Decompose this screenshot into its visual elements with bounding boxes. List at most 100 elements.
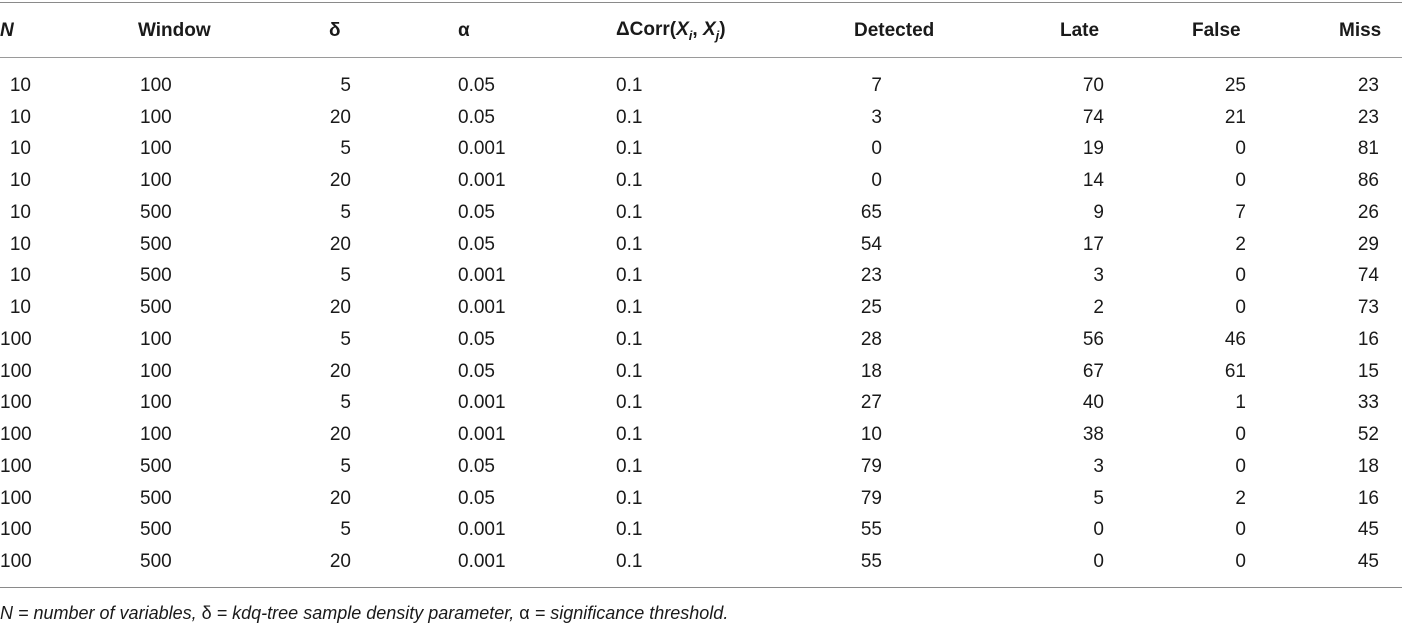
cell-detected: 3 [871, 106, 882, 128]
header-alpha: α [458, 19, 470, 41]
table-row: 100 500 5 0.001 0.1 55 0 0 45 [0, 515, 1402, 547]
cell-n: 100 [0, 519, 32, 541]
cell-delta-corr: 0.1 [616, 201, 643, 223]
cell-miss: 81 [1357, 138, 1379, 160]
cell-detected: 55 [860, 551, 882, 573]
cell-delta: 5 [340, 74, 351, 96]
table-row: 10 100 5 0.05 0.1 7 70 25 23 [0, 70, 1402, 102]
cell-window: 500 [140, 519, 172, 541]
table-row: 10 500 5 0.05 0.1 65 9 7 26 [0, 197, 1402, 229]
cell-false: 0 [1235, 138, 1246, 160]
cell-n: 100 [0, 392, 32, 414]
header-delta-corr: ΔCorr(Xi, Xj) [616, 18, 726, 43]
header-miss: Miss [1339, 19, 1382, 41]
cell-delta: 20 [329, 424, 351, 446]
cell-window: 100 [140, 74, 172, 96]
cell-late: 5 [1093, 487, 1104, 509]
cell-n: 10 [9, 138, 31, 160]
cell-miss: 73 [1357, 297, 1379, 319]
cell-detected: 79 [860, 487, 882, 509]
cell-delta-corr: 0.1 [616, 519, 643, 541]
cell-delta: 20 [329, 360, 351, 382]
cell-delta: 5 [340, 455, 351, 477]
cell-alpha: 0.001 [458, 138, 506, 160]
cell-detected: 0 [871, 170, 882, 192]
cell-alpha: 0.05 [458, 233, 495, 255]
cell-window: 100 [140, 392, 172, 414]
cell-n: 10 [9, 265, 31, 287]
cell-late: 67 [1082, 360, 1104, 382]
cell-delta: 20 [329, 551, 351, 573]
cell-delta-corr: 0.1 [616, 233, 643, 255]
cell-window: 100 [140, 138, 172, 160]
cell-window: 100 [140, 328, 172, 350]
cell-miss: 45 [1357, 519, 1379, 541]
header-n: N [0, 19, 14, 41]
cell-miss: 33 [1357, 392, 1379, 414]
cell-late: 70 [1082, 74, 1104, 96]
cell-alpha: 0.001 [458, 551, 506, 573]
cell-delta: 5 [340, 265, 351, 287]
cell-delta: 20 [329, 106, 351, 128]
cell-window: 500 [140, 551, 172, 573]
cell-delta: 5 [340, 138, 351, 160]
cell-delta: 20 [329, 233, 351, 255]
table-top-rule [0, 2, 1402, 3]
cell-miss: 86 [1357, 170, 1379, 192]
cell-delta-corr: 0.1 [616, 392, 643, 414]
cell-alpha: 0.001 [458, 519, 506, 541]
footnote-n-definition: = number of variables, [13, 603, 202, 623]
cell-miss: 29 [1357, 233, 1379, 255]
cell-alpha: 0.05 [458, 455, 495, 477]
cell-window: 500 [140, 233, 172, 255]
cell-n: 100 [0, 455, 32, 477]
cell-delta: 20 [329, 170, 351, 192]
cell-delta: 20 [329, 297, 351, 319]
cell-alpha: 0.05 [458, 360, 495, 382]
cell-alpha: 0.001 [458, 170, 506, 192]
cell-late: 9 [1093, 201, 1104, 223]
table-bottom-rule [0, 587, 1402, 588]
results-table: N Window δ α ΔCorr(Xi, Xj) Detected Late… [0, 0, 1402, 578]
table-row: 100 100 5 0.05 0.1 28 56 46 16 [0, 324, 1402, 356]
cell-window: 100 [140, 106, 172, 128]
cell-detected: 25 [860, 297, 882, 319]
cell-window: 500 [140, 265, 172, 287]
table-row: 10 100 5 0.001 0.1 0 19 0 81 [0, 134, 1402, 166]
cell-alpha: 0.05 [458, 328, 495, 350]
cell-false: 61 [1224, 360, 1246, 382]
cell-detected: 79 [860, 455, 882, 477]
cell-delta: 5 [340, 201, 351, 223]
cell-delta: 5 [340, 519, 351, 541]
cell-n: 100 [0, 487, 32, 509]
footnote-alpha-symbol: α [519, 603, 530, 623]
cell-false: 0 [1235, 170, 1246, 192]
table-row: 10 500 20 0.001 0.1 25 2 0 73 [0, 292, 1402, 324]
cell-false: 0 [1235, 297, 1246, 319]
cell-detected: 28 [860, 328, 882, 350]
cell-window: 500 [140, 201, 172, 223]
cell-alpha: 0.001 [458, 392, 506, 414]
footnote-delta-definition: = kdq-tree sample density parameter, [211, 603, 520, 623]
cell-alpha: 0.001 [458, 265, 506, 287]
cell-alpha: 0.05 [458, 487, 495, 509]
cell-false: 21 [1224, 106, 1246, 128]
cell-n: 100 [0, 551, 32, 573]
cell-delta-corr: 0.1 [616, 106, 643, 128]
cell-n: 100 [0, 328, 32, 350]
cell-delta: 5 [340, 392, 351, 414]
cell-false: 1 [1235, 392, 1246, 414]
cell-miss: 26 [1357, 201, 1379, 223]
cell-alpha: 0.05 [458, 201, 495, 223]
cell-detected: 54 [860, 233, 882, 255]
table-row: 10 500 20 0.05 0.1 54 17 2 29 [0, 229, 1402, 261]
header-row: N Window δ α ΔCorr(Xi, Xj) Detected Late… [0, 0, 1402, 58]
cell-delta-corr: 0.1 [616, 551, 643, 573]
cell-false: 0 [1235, 265, 1246, 287]
table-body: 10 100 5 0.05 0.1 7 70 25 23 10 100 20 0.05 0.1 3 74 21 2… [0, 58, 1402, 578]
cell-false: 0 [1235, 519, 1246, 541]
header-late: Late [1060, 19, 1100, 41]
cell-late: 0 [1093, 551, 1104, 573]
cell-delta-corr: 0.1 [616, 265, 643, 287]
cell-miss: 45 [1357, 551, 1379, 573]
